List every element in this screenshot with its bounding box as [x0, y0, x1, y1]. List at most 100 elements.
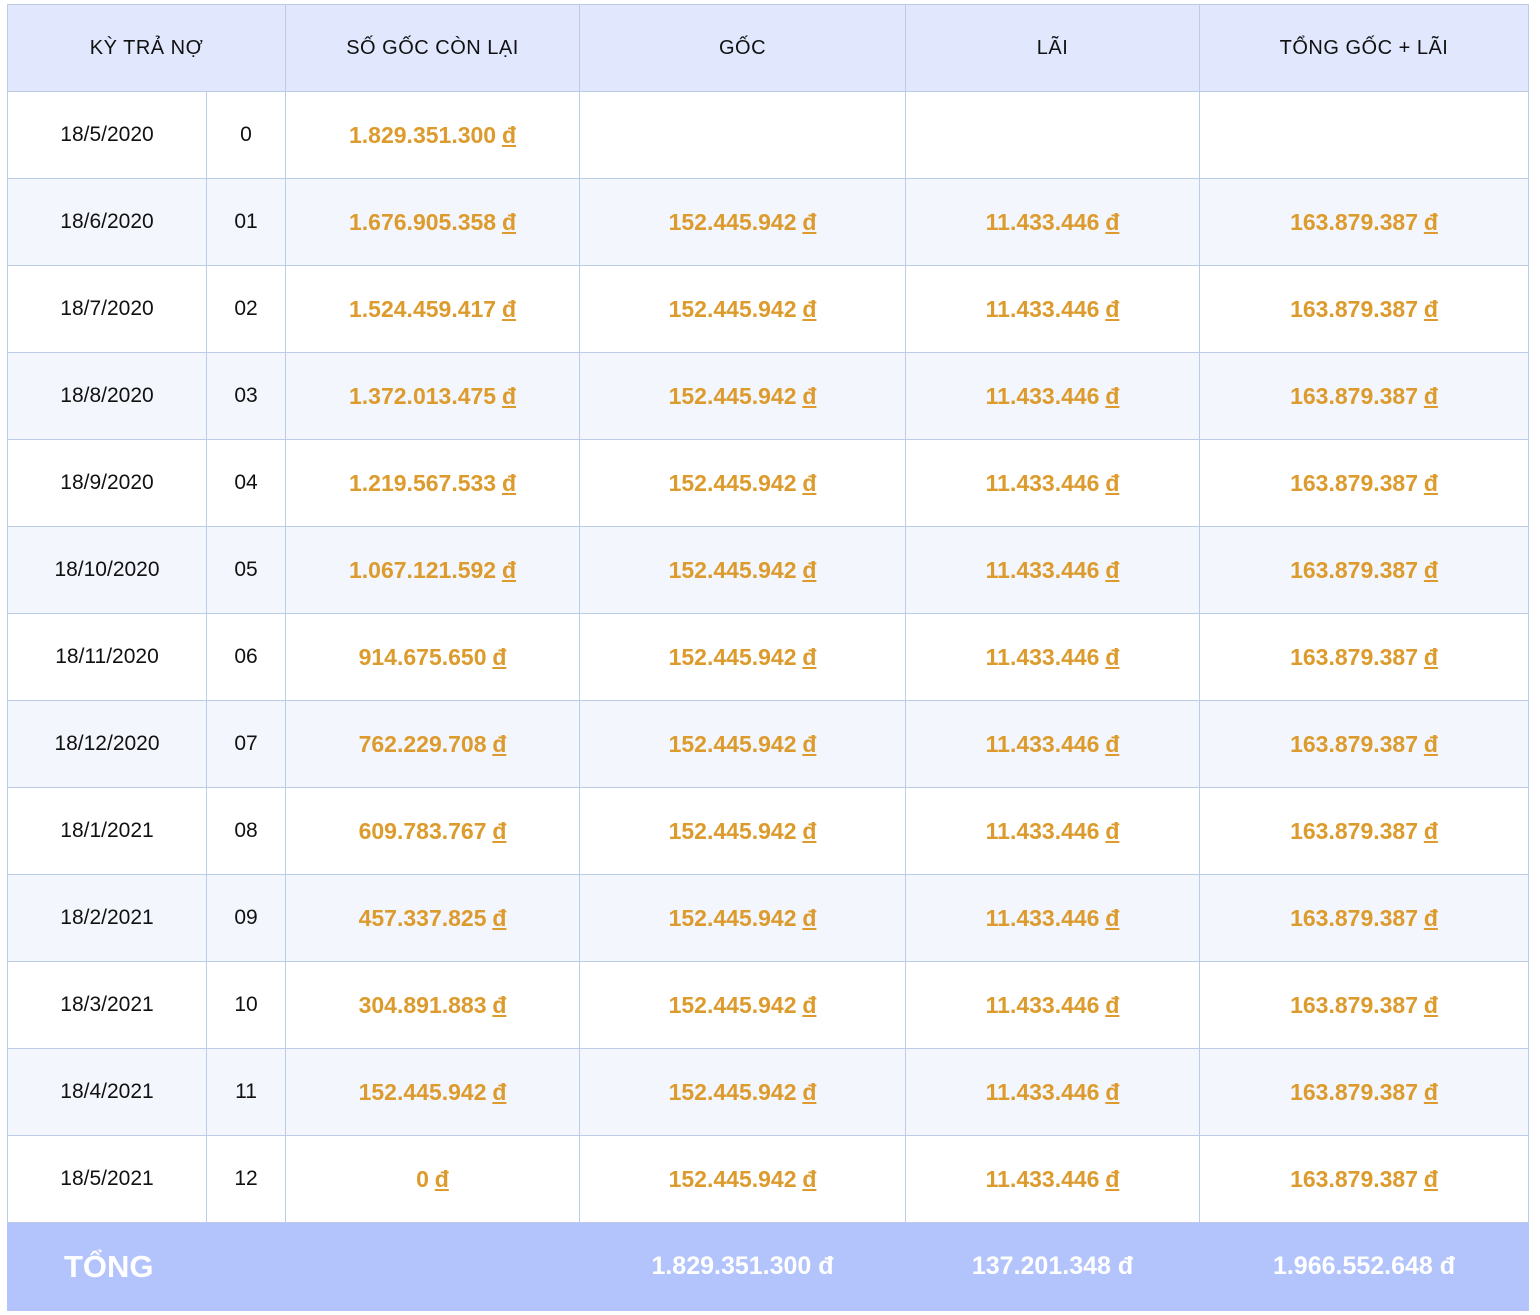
cell-period-number: 11: [206, 1048, 286, 1136]
header-remaining: SỐ GỐC CÒN LẠI: [285, 4, 580, 92]
currency-symbol: đ: [802, 643, 817, 670]
cell-interest-amount: 11.433.446: [985, 730, 1100, 757]
table-row: 18/2/2021 09 457.337.825 đ 152.445.942 đ 11.…: [7, 874, 1529, 962]
cell-period-number: 10: [206, 961, 286, 1049]
cell-date: 18/12/2020: [7, 700, 207, 788]
cell-total: [1199, 91, 1529, 179]
table-row: 18/11/2020 06 914.675.650 đ 152.445.942 đ 11…: [7, 613, 1529, 701]
cell-remaining-amount: 1.524.459.417: [349, 295, 497, 322]
currency-symbol: đ: [802, 904, 817, 931]
currency-symbol: đ: [492, 817, 507, 844]
totals-row: TỔNG 1.829.351.300 đ 137.201.348 đ 1.966…: [7, 1222, 1529, 1311]
cell-interest: 11.433.446 đ: [905, 961, 1200, 1049]
currency-symbol: đ: [1105, 1165, 1120, 1192]
cell-interest-amount: 11.433.446: [985, 1165, 1100, 1192]
cell-date: 18/7/2020: [7, 265, 207, 353]
cell-total-amount: 163.879.387: [1290, 208, 1418, 235]
cell-remaining: 1.067.121.592 đ: [285, 526, 580, 614]
currency-symbol: đ: [1105, 991, 1120, 1018]
currency-symbol: đ: [1105, 469, 1120, 496]
cell-principal: 152.445.942 đ: [579, 1048, 906, 1136]
cell-principal: [579, 91, 906, 179]
cell-period-number: 12: [206, 1135, 286, 1223]
cell-remaining-amount: 304.891.883: [358, 991, 487, 1018]
cell-principal-amount: 152.445.942: [668, 817, 797, 844]
cell-total: 163.879.387 đ: [1199, 874, 1529, 962]
cell-principal-amount: 152.445.942: [668, 295, 797, 322]
cell-remaining-amount: 762.229.708: [358, 730, 487, 757]
currency-symbol: đ: [1423, 295, 1438, 322]
cell-remaining-amount: 1.372.013.475: [349, 382, 497, 409]
cell-total-amount: 163.879.387: [1290, 991, 1418, 1018]
cell-principal-amount: 152.445.942: [668, 1165, 797, 1192]
cell-remaining: 1.829.351.300 đ: [285, 91, 580, 179]
cell-total-amount: 163.879.387: [1290, 730, 1418, 757]
table-row: 18/12/2020 07 762.229.708 đ 152.445.942 đ 11…: [7, 700, 1529, 788]
cell-total: 163.879.387 đ: [1199, 1135, 1529, 1223]
currency-symbol: đ: [1423, 904, 1438, 931]
cell-period-number: 02: [206, 265, 286, 353]
totals-label: TỔNG: [7, 1222, 580, 1311]
cell-remaining: 1.372.013.475 đ: [285, 352, 580, 440]
cell-total-amount: 163.879.387: [1290, 1165, 1418, 1192]
cell-remaining: 152.445.942 đ: [285, 1048, 580, 1136]
cell-remaining-amount: 1.829.351.300: [349, 121, 497, 148]
cell-principal: 152.445.942 đ: [579, 613, 906, 701]
table-row: 18/4/2021 11 152.445.942 đ 152.445.942 đ 11.…: [7, 1048, 1529, 1136]
currency-symbol: đ: [802, 382, 817, 409]
cell-principal-amount: 152.445.942: [668, 556, 797, 583]
cell-interest-amount: 11.433.446: [985, 208, 1100, 235]
header-interest: LÃI: [905, 4, 1200, 92]
cell-principal-amount: 152.445.942: [668, 382, 797, 409]
cell-principal: 152.445.942 đ: [579, 961, 906, 1049]
cell-remaining-amount: 914.675.650: [358, 643, 487, 670]
cell-remaining: 304.891.883 đ: [285, 961, 580, 1049]
cell-interest-amount: 11.433.446: [985, 382, 1100, 409]
cell-remaining: 0 đ: [285, 1135, 580, 1223]
cell-interest: 11.433.446 đ: [905, 613, 1200, 701]
cell-remaining-amount: 609.783.767: [358, 817, 487, 844]
currency-symbol: đ: [1105, 817, 1120, 844]
cell-principal: 152.445.942 đ: [579, 352, 906, 440]
cell-total-amount: 163.879.387: [1290, 469, 1418, 496]
cell-period-number: 09: [206, 874, 286, 962]
cell-total-amount: 163.879.387: [1290, 904, 1418, 931]
cell-principal-amount: 152.445.942: [668, 469, 797, 496]
cell-total: 163.879.387 đ: [1199, 1048, 1529, 1136]
cell-date: 18/1/2021: [7, 787, 207, 875]
cell-interest: 11.433.446 đ: [905, 265, 1200, 353]
table-body: 18/5/2020 0 1.829.351.300 đ 18/6/2020 01 1.67…: [7, 91, 1529, 1223]
cell-remaining-amount: 1.219.567.533: [349, 469, 497, 496]
currency-symbol: đ: [1423, 1165, 1438, 1192]
cell-remaining: 914.675.650 đ: [285, 613, 580, 701]
cell-principal: 152.445.942 đ: [579, 265, 906, 353]
currency-symbol: đ: [1423, 382, 1438, 409]
cell-total: 163.879.387 đ: [1199, 178, 1529, 266]
currency-symbol: đ: [802, 208, 817, 235]
cell-interest-amount: 11.433.446: [985, 904, 1100, 931]
cell-interest-amount: 11.433.446: [985, 1078, 1100, 1105]
repayment-table: KỲ TRẢ NỢ SỐ GỐC CÒN LẠI GỐC LÃI TỔNG GỐ…: [7, 4, 1529, 1311]
header-period: KỲ TRẢ NỢ: [7, 4, 286, 92]
currency-symbol: đ: [1105, 643, 1120, 670]
currency-symbol: đ: [1423, 730, 1438, 757]
cell-remaining: 457.337.825 đ: [285, 874, 580, 962]
cell-date: 18/8/2020: [7, 352, 207, 440]
cell-period-number: 03: [206, 352, 286, 440]
cell-interest: 11.433.446 đ: [905, 439, 1200, 527]
currency-symbol: đ: [1105, 295, 1120, 322]
currency-symbol: đ: [802, 556, 817, 583]
cell-interest: 11.433.446 đ: [905, 352, 1200, 440]
totals-total: 1.966.552.648 đ: [1199, 1222, 1529, 1311]
currency-symbol: đ: [1423, 817, 1438, 844]
cell-period-number: 06: [206, 613, 286, 701]
currency-symbol: đ: [1105, 382, 1120, 409]
cell-remaining: 609.783.767 đ: [285, 787, 580, 875]
currency-symbol: đ: [501, 121, 516, 148]
currency-symbol: đ: [802, 817, 817, 844]
currency-symbol: đ: [802, 295, 817, 322]
currency-symbol: đ: [1105, 1078, 1120, 1105]
table-row: 18/3/2021 10 304.891.883 đ 152.445.942 đ 11.…: [7, 961, 1529, 1049]
